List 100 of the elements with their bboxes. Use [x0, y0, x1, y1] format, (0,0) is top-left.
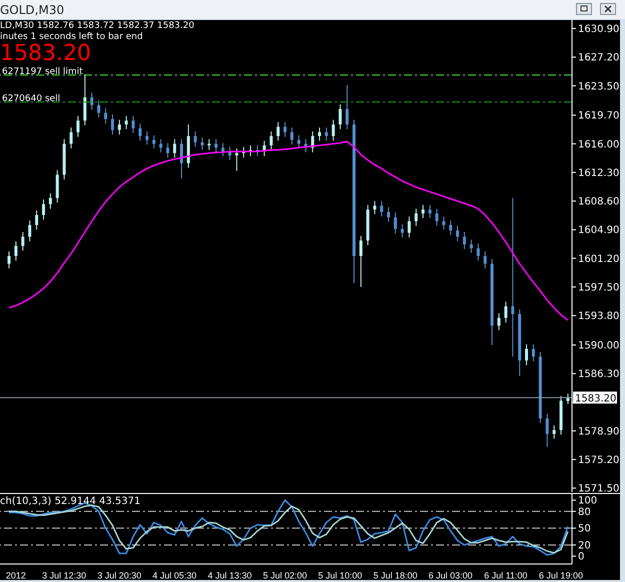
candlestick [408, 216, 411, 238]
x-tick-label: 5 Jul 18:00 [373, 570, 418, 580]
y-tick-label: 1627.20 [578, 52, 620, 64]
candlestick [373, 200, 376, 215]
y-tick-label: 100 [578, 496, 598, 507]
candlestick [380, 200, 384, 218]
chart-title: ch(10,3,3) 52.9144 43.5371 [0, 496, 141, 507]
candlestick [476, 243, 480, 262]
y-tick-label: 1571.50 [578, 484, 620, 495]
candlestick [394, 212, 397, 234]
candlestick [21, 232, 24, 252]
x-tick-label: 5 Jul 10:00 [318, 570, 362, 580]
annotation: 1583.20 [0, 41, 92, 66]
y-tick-label: 1612.30 [578, 168, 620, 179]
annotation: LD,M30 1582.76 1583.72 1582.37 1583.20 [0, 21, 196, 31]
candlestick [449, 220, 452, 236]
candlestick [8, 250, 11, 269]
candlestick [76, 115, 80, 138]
candlestick [484, 250, 487, 269]
y-tick-label: 20 [578, 540, 591, 552]
x-tick-label: 4 Jul 05:30 [152, 570, 197, 580]
candlestick [214, 138, 218, 153]
y-tick-label: 1578.90 [578, 426, 620, 438]
y-tick-label: 0 [578, 552, 584, 563]
y-tick-label: 50 [578, 524, 591, 535]
annotation: inutes 1 seconds left to bar end [0, 32, 144, 42]
y-tick-label: 1586.30 [578, 369, 620, 380]
candlestick [435, 208, 438, 226]
candlestick [511, 197, 514, 358]
candlestick [83, 74, 86, 126]
y-tick-label: 1616.00 [578, 139, 620, 150]
candlestick [400, 224, 404, 238]
candlestick [90, 92, 94, 110]
candlestick [332, 119, 335, 142]
candlestick [338, 104, 342, 130]
y-tick-label: 1601.20 [578, 254, 620, 265]
ref-line-label: 6270640 sell [2, 94, 60, 104]
y-tick-label: 80 [578, 506, 591, 518]
candlestick [194, 130, 197, 148]
x-tick-label: 3 Jul 12:30 [42, 570, 86, 580]
ref-line-label: 6271197 sell limit [2, 66, 84, 77]
candlestick [56, 170, 59, 204]
candlestick [428, 204, 432, 219]
ref-line-label: 1583.20 [575, 394, 616, 405]
candlestick [235, 148, 238, 172]
x-tick-label: 5 Jul 02:00 [262, 570, 307, 580]
candlestick [42, 199, 46, 220]
candlestick [546, 413, 549, 448]
y-tick-label: 1604.90 [578, 225, 620, 236]
candlestick [200, 137, 204, 150]
y-tick-label: 1623.50 [578, 81, 620, 92]
candlestick [221, 142, 224, 157]
candlestick [166, 142, 170, 158]
candlestick [414, 208, 418, 226]
x-tick-label: 6 Jul 11:00 [484, 570, 528, 580]
candlestick [422, 204, 425, 219]
candlestick [525, 344, 528, 366]
candlestick [104, 108, 108, 124]
candlestick [318, 127, 322, 142]
candlestick [118, 119, 121, 136]
candlestick [14, 240, 18, 262]
candlestick [497, 312, 500, 331]
candlestick [504, 301, 508, 324]
candlestick [324, 127, 328, 142]
x-tick-label: 3 Jul 20:30 [97, 570, 142, 580]
candlestick [35, 210, 38, 230]
candlestick [138, 123, 142, 142]
candlestick [276, 122, 280, 142]
candlestick [173, 138, 176, 158]
y-tick-label: 1590.00 [578, 340, 620, 352]
x-tick-label: 6 Jul 19:00 [538, 570, 583, 580]
candlestick [359, 235, 362, 288]
candlestick [552, 424, 556, 440]
candlestick [132, 115, 135, 134]
y-tick-label: 1619.70 [578, 110, 620, 122]
candlestick [462, 232, 466, 250]
candlestick [97, 100, 100, 118]
candlestick [284, 122, 287, 138]
candlestick [28, 220, 32, 242]
candlestick [346, 84, 349, 130]
candlestick [111, 114, 114, 136]
y-tick-label: 1593.80 [578, 311, 620, 322]
candlestick [270, 130, 273, 150]
x-tick-label: 4 Jul 13:30 [208, 570, 252, 580]
candlestick [290, 127, 294, 146]
candlestick [442, 216, 446, 230]
candlestick [180, 138, 184, 180]
candlestick [387, 206, 390, 222]
candlestick [532, 344, 535, 362]
x-tick-label: 6 Jul 03:00 [428, 570, 473, 580]
candlestick [456, 225, 460, 242]
y-tick-label: 1608.60 [578, 196, 620, 208]
candlestick [208, 138, 211, 150]
candlestick [159, 138, 162, 153]
y-tick-label: 1597.50 [578, 282, 620, 294]
candlestick [48, 192, 52, 210]
y-tick-label: 1630.90 [578, 24, 620, 36]
y-tick-label: 1575.20 [578, 455, 620, 466]
chart-title: GOLD,M30 [0, 3, 64, 17]
candlestick [152, 134, 156, 149]
